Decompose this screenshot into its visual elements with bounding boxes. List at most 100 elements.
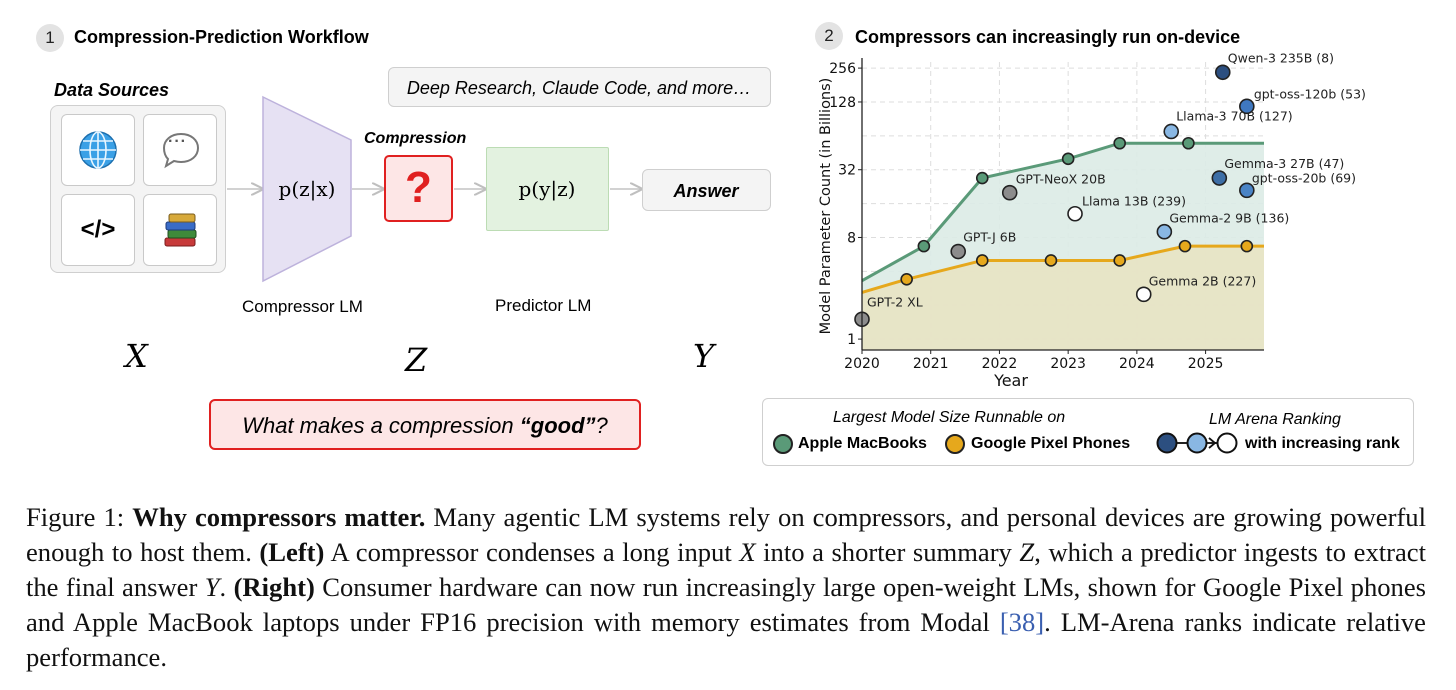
model-point	[1239, 98, 1255, 115]
series-area-pixel	[862, 246, 1264, 350]
series-point-pixel	[1178, 239, 1192, 253]
caption-left-bold: (Left)	[259, 537, 325, 567]
question-mark: ?	[405, 163, 432, 212]
data-sources-label: Data Sources	[54, 80, 170, 100]
x-axis-label: Year	[993, 371, 1028, 390]
model-label: GPT-J 6B	[963, 230, 1016, 245]
series-point-macbook	[1182, 136, 1195, 150]
model-label: Qwen-3 235B (8)	[1228, 50, 1334, 65]
figure-caption: Figure 1: Why compressors matter. Many a…	[26, 500, 1426, 675]
caption-var-y: Y	[204, 572, 220, 602]
caption-seg4: , which a predictor ingests to extract t…	[26, 537, 1426, 602]
series-point-macbook	[1113, 136, 1126, 150]
model-point	[1156, 223, 1173, 240]
model-point	[1239, 182, 1255, 199]
code-icon: </>	[80, 216, 116, 243]
model-point	[1067, 205, 1083, 222]
model-label: Gemma-2 9B (136)	[1169, 211, 1289, 226]
legend-title-left: Largest Model Size Runnable on	[833, 409, 1066, 426]
series-point-macbook	[1061, 152, 1075, 166]
series-point-macbook	[975, 171, 989, 185]
predictor-lm-label: Predictor LM	[495, 296, 592, 315]
compressor-trapezoid	[262, 95, 352, 283]
caption-seg7: . LM-Arena ranks indicate relative perfo…	[26, 607, 1426, 672]
series-point-pixel	[1113, 254, 1126, 267]
x-tick-label: 2023	[1050, 356, 1086, 372]
legend-macbook-label: Apple MacBooks	[798, 435, 927, 452]
legend-rank-low	[1216, 432, 1238, 454]
model-label: Llama-3 70B (127)	[1176, 108, 1292, 123]
question-box: What makes a compression “good”?	[209, 399, 641, 450]
variable-z: Z	[405, 341, 428, 379]
legend-rank-mid	[1186, 432, 1208, 454]
panel-2-number: 2	[815, 22, 843, 50]
caption-label: Figure 1:	[26, 502, 133, 532]
web-source-cell	[61, 114, 135, 186]
question-suffix: ?	[595, 413, 608, 438]
legend-rank-gradient	[1156, 432, 1238, 454]
model-label: GPT-2 XL	[867, 294, 923, 309]
caption-seg3: into a shorter summary	[755, 537, 1020, 567]
caption-right-bold: (Right)	[233, 572, 315, 602]
model-label: gpt-oss-20b (69)	[1252, 170, 1356, 185]
caption-seg5: .	[219, 572, 234, 602]
model-label: GPT-NeoX 20B	[1016, 172, 1106, 187]
chart-legend: Largest Model Size Runnable on LM Arena …	[762, 398, 1414, 466]
globe-icon	[79, 131, 117, 169]
chat-bubble-icon	[162, 132, 200, 169]
x-tick-label: 2021	[913, 356, 949, 372]
y-tick-label: 1	[847, 332, 856, 348]
compression-box: ?	[384, 155, 453, 222]
model-point	[1163, 123, 1180, 140]
answer-box: Answer	[642, 169, 771, 211]
books-source-cell	[143, 194, 217, 266]
legend-ranking-text: with increasing rank	[1245, 435, 1400, 452]
x-tick-label: 2022	[982, 356, 1018, 372]
variable-y: Y	[693, 337, 715, 375]
series-point-pixel	[1240, 239, 1254, 253]
series-point-pixel	[1044, 254, 1058, 267]
answer-label: Answer	[673, 181, 739, 201]
chat-dots: ···	[168, 133, 187, 150]
x-tick-label: 2020	[844, 356, 880, 372]
data-sources-box: ··· </>	[50, 105, 226, 273]
legend-rank-high	[1156, 432, 1178, 454]
model-label: Gemma-3 27B (47)	[1224, 156, 1344, 171]
y-tick-label: 128	[829, 95, 856, 111]
series-point-pixel	[900, 272, 913, 286]
caption-var-x: X	[739, 537, 756, 567]
citation-link[interactable]: [38]	[999, 607, 1045, 637]
deep-research-box: Deep Research, Claude Code, and more…	[388, 67, 771, 107]
x-tick-label: 2024	[1119, 356, 1155, 372]
caption-seg6: Consumer hardware can now run increasing…	[26, 572, 1426, 637]
compressor-formula: p(z|x)	[278, 177, 336, 201]
variable-x: X	[125, 337, 148, 375]
model-point	[950, 243, 967, 260]
series-point-pixel	[975, 254, 989, 267]
legend-pixel-marker	[945, 434, 965, 454]
right-panel-title: Compressors can increasingly run on-devi…	[855, 27, 1241, 47]
x-tick-label: 2025	[1188, 356, 1224, 372]
question-bold: “good”	[519, 413, 596, 438]
model-label: Llama 13B (239)	[1082, 194, 1186, 209]
y-tick-label: 8	[847, 230, 856, 246]
caption-var-z: Z	[1019, 537, 1035, 567]
predictor-formula: p(y|z)	[518, 177, 576, 201]
model-point	[1214, 64, 1231, 81]
caption-bold-title: Why compressors matter.	[132, 502, 426, 532]
compression-label: Compression	[364, 130, 467, 147]
caption-seg2: A compressor condenses a long input	[324, 537, 740, 567]
legend-title-right: LM Arena Ranking	[1209, 411, 1341, 428]
model-point	[1135, 286, 1152, 303]
y-axis-label: Model Parameter Count (in Billions)	[818, 78, 834, 335]
deep-research-text: Deep Research, Claude Code, and more…	[406, 78, 752, 98]
compressor-lm-label: Compressor LM	[242, 297, 363, 316]
legend-macbook-marker	[773, 434, 793, 454]
code-source-cell: </>	[61, 194, 135, 266]
series-point-macbook	[917, 239, 931, 253]
y-tick-label: 256	[829, 61, 856, 77]
panel-1-number: 1	[36, 24, 64, 52]
chat-source-cell: ···	[143, 114, 217, 186]
left-panel-title: Compression-Prediction Workflow	[74, 27, 369, 47]
workflow-diagram	[227, 95, 780, 283]
